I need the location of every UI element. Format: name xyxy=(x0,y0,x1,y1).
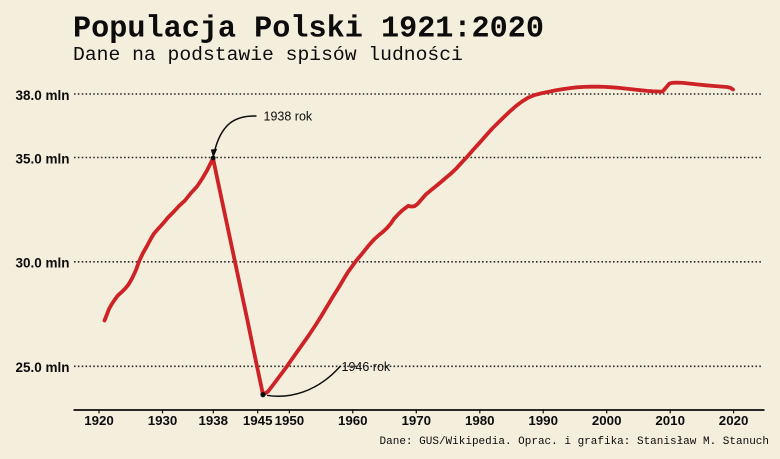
svg-text:Dane na podstawie spisów ludno: Dane na podstawie spisów ludności xyxy=(73,44,463,66)
svg-text:1920: 1920 xyxy=(84,413,114,428)
svg-text:1970: 1970 xyxy=(402,413,432,428)
svg-text:2020: 2020 xyxy=(719,413,749,428)
svg-text:1960: 1960 xyxy=(338,413,368,428)
svg-text:1990: 1990 xyxy=(528,413,558,428)
svg-text:35.0 mln: 35.0 mln xyxy=(16,151,70,166)
svg-text:1946 rok: 1946 rok xyxy=(342,360,391,374)
svg-text:30.0 mln: 30.0 mln xyxy=(16,256,70,271)
svg-text:2010: 2010 xyxy=(655,413,685,428)
svg-text:38.0 mln: 38.0 mln xyxy=(16,88,70,103)
svg-text:1938 rok: 1938 rok xyxy=(264,109,313,123)
svg-text:1938: 1938 xyxy=(199,413,229,428)
svg-text:Populacja Polski 1921:2020: Populacja Polski 1921:2020 xyxy=(73,13,544,47)
svg-text:1980: 1980 xyxy=(465,413,495,428)
svg-text:1950: 1950 xyxy=(275,413,305,428)
svg-text:25.0 mln: 25.0 mln xyxy=(16,360,70,375)
svg-text:Dane: GUS/Wikipedia. Oprac. i: Dane: GUS/Wikipedia. Oprac. i grafika: S… xyxy=(380,436,769,448)
svg-text:1930: 1930 xyxy=(148,413,178,428)
svg-text:2000: 2000 xyxy=(592,413,622,428)
svg-text:1945: 1945 xyxy=(243,413,273,428)
